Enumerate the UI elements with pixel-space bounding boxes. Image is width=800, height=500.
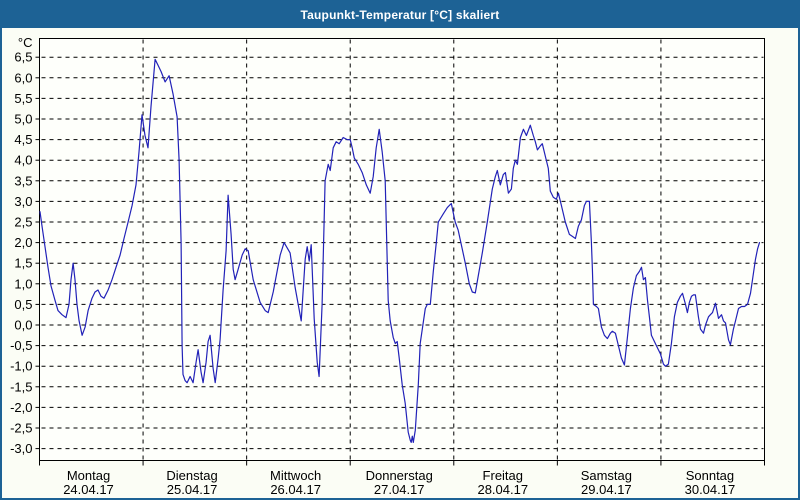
y-tick-label: 6,0 [14,70,32,85]
x-day-label: Montag [67,468,110,483]
y-tick-label: 2,0 [14,235,32,250]
temperature-line [39,58,761,443]
y-tick-label: 5,5 [14,91,32,106]
window-title: Taupunkt-Temperatur [°C] skaliert [300,8,500,22]
y-tick-label: -1,5 [10,379,32,394]
y-tick-label: 0,0 [14,318,32,333]
x-day-label: Samstag [581,468,632,483]
x-day-label: Mittwoch [270,468,321,483]
y-tick-label: -0,5 [10,338,32,353]
x-date-label: 24.04.17 [63,482,114,497]
y-tick-label: 4,5 [14,132,32,147]
x-date-label: 27.04.17 [374,482,425,497]
x-day-label: Sonntag [686,468,734,483]
x-date-label: 29.04.17 [581,482,632,497]
y-tick-label: 2,5 [14,215,32,230]
x-day-label: Donnerstag [366,468,433,483]
y-tick-label: -2,0 [10,400,32,415]
y-tick-label: 1,0 [14,276,32,291]
y-tick-label: -2,5 [10,421,32,436]
x-date-label: 25.04.17 [167,482,218,497]
y-tick-label: 5,0 [14,112,32,127]
plot-area [39,38,765,461]
y-tick-label: 3,0 [14,194,32,209]
x-date-label: 30.04.17 [685,482,736,497]
y-tick-label: 0,5 [14,297,32,312]
y-axis-unit-label: °C [18,35,33,50]
y-tick-label: 1,5 [14,256,32,271]
y-tick-label: 3,5 [14,173,32,188]
x-day-label: Freitag [483,468,523,483]
y-tick-label: 4,0 [14,153,32,168]
x-date-label: 28.04.17 [477,482,528,497]
x-date-label: 26.04.17 [270,482,321,497]
y-tick-label: -3,0 [10,441,32,456]
title-bar: Taupunkt-Temperatur [°C] skaliert [2,2,798,28]
y-tick-label: 6,5 [14,50,32,65]
x-day-label: Dienstag [166,468,217,483]
y-tick-label: -1,0 [10,359,32,374]
